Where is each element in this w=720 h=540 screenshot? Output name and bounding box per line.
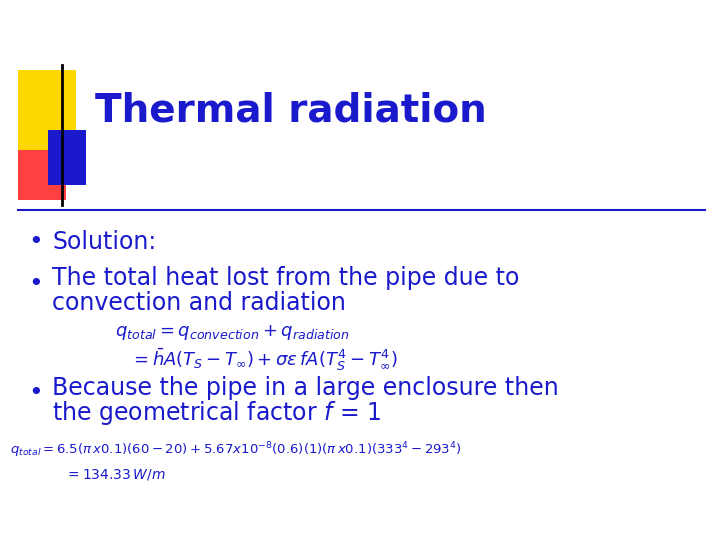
Text: Because the pipe in a large enclosure then: Because the pipe in a large enclosure th…: [52, 376, 559, 400]
Text: •: •: [28, 272, 42, 296]
Text: •: •: [28, 381, 42, 405]
Text: $q_{total} = 6.5(\pi\, x0.1)(60-20)+5.67x10^{-8}(0.6)(1)(\pi\, x0.1)(333^4-293^4: $q_{total} = 6.5(\pi\, x0.1)(60-20)+5.67…: [10, 440, 462, 460]
Text: •: •: [28, 230, 42, 254]
Text: The total heat lost from the pipe due to: The total heat lost from the pipe due to: [52, 266, 519, 290]
Text: Solution:: Solution:: [52, 230, 156, 254]
Text: convection and radiation: convection and radiation: [52, 291, 346, 315]
FancyBboxPatch shape: [48, 130, 86, 185]
FancyBboxPatch shape: [18, 70, 76, 150]
Text: $= \bar{h}A(T_S - T_{\infty}) + \sigma\varepsilon\, fA(T_S^4 - T_{\infty}^4)$: $= \bar{h}A(T_S - T_{\infty}) + \sigma\v…: [130, 347, 397, 373]
Text: $= 134.33\, W/m$: $= 134.33\, W/m$: [65, 468, 166, 483]
FancyBboxPatch shape: [18, 140, 66, 200]
Text: $q_{total} = q_{convection} + q_{radiation}$: $q_{total} = q_{convection} + q_{radiati…: [115, 323, 350, 342]
Text: the geometrical factor $\mathit{f}$ = 1: the geometrical factor $\mathit{f}$ = 1: [52, 399, 382, 427]
Text: Thermal radiation: Thermal radiation: [95, 91, 487, 129]
